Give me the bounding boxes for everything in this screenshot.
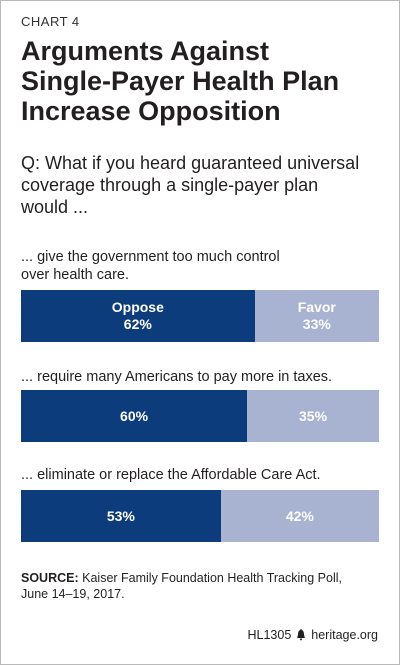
segment-label: Favor [297,299,336,315]
bar-segment-favor: Favor 33% [254,290,379,342]
row-label-1: ... give the government too much control… [21,248,391,284]
title-line: Single-Payer Health Plan [21,66,340,96]
segment-label: Oppose [111,299,164,315]
segment-value: 60% [120,407,149,424]
question-line: would ... [21,197,89,217]
chart-title: Arguments Against Single-Payer Health Pl… [21,36,391,126]
source-date: June 14–19, 2017. [21,587,125,601]
row-label-line: ... eliminate or replace the Affordable … [21,467,321,483]
bar-segment-oppose: 60% [21,390,248,442]
chart-number: CHART 4 [21,14,80,29]
liberty-bell-icon [297,629,306,641]
row-label-2: ... require many Americans to pay more i… [21,368,391,386]
stacked-bar-3: 53% 42% [21,490,379,542]
source-text: Kaiser Family Foundation Health Tracking… [78,571,342,585]
segment-value: 33% [302,316,331,332]
title-line: Arguments Against [21,36,270,66]
bar-segment-oppose: 53% [21,490,221,542]
title-line: Increase Opposition [21,96,281,126]
row-label-3: ... eliminate or replace the Affordable … [21,466,391,484]
source-prefix: SOURCE: [21,571,79,585]
bar-segment-favor: 35% [247,390,379,442]
question-line: Q: What if you heard guaranteed universa… [21,153,360,173]
row-label-line: ... give the government too much control [21,249,280,265]
stacked-bar-1: Oppose 62% Favor 33% [21,290,379,342]
row-label-line: over health care. [21,267,130,283]
bar-segment-favor: 42% [220,490,379,542]
report-code: HL1305 [247,628,292,642]
stacked-bar-2: 60% 35% [21,390,379,442]
segment-value: 62% [123,316,152,332]
question-text: Q: What if you heard guaranteed universa… [21,152,391,218]
source-note: SOURCE: Kaiser Family Foundation Health … [21,570,391,602]
segment-value: 42% [285,507,314,524]
bar-segment-oppose: Oppose 62% [21,290,255,342]
segment-value: 53% [106,507,135,524]
question-line: coverage through a single-payer plan [21,175,319,195]
footer: HL1305 heritage.org [247,628,378,642]
segment-value: 35% [299,407,328,424]
site-name: heritage.org [311,628,378,642]
row-label-line: ... require many Americans to pay more i… [21,369,333,385]
